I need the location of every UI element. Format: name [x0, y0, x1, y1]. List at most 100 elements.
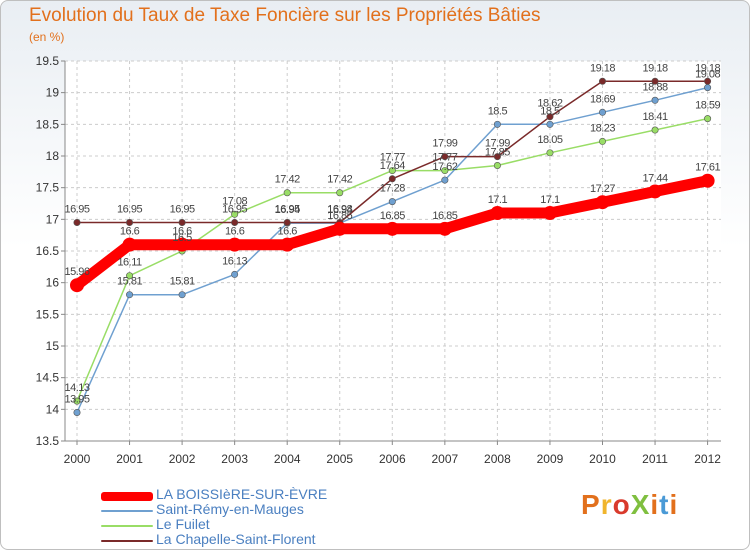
- data-point: [126, 272, 134, 280]
- data-label: 17.08: [222, 195, 247, 207]
- logo-letter: i: [669, 489, 679, 520]
- data-point: [493, 120, 501, 128]
- data-point: [388, 167, 396, 175]
- data-point: [704, 84, 712, 92]
- logo-letter: o: [612, 489, 631, 520]
- legend-swatch: [101, 540, 153, 542]
- data-label: 17.28: [380, 183, 405, 195]
- data-label: 17.1: [488, 194, 508, 206]
- data-label: 18.69: [590, 93, 615, 105]
- data-label: 16.95: [64, 204, 89, 216]
- data-label: 16.85: [432, 210, 457, 222]
- data-point: [704, 77, 712, 85]
- x-tick-label: 2009: [537, 452, 564, 466]
- logo-letter: t: [659, 489, 670, 520]
- data-label: 17.42: [327, 174, 352, 186]
- data-point: [178, 219, 186, 227]
- data-label: 16.95: [117, 204, 142, 216]
- data-point: [437, 221, 452, 236]
- x-tick-label: 2008: [484, 452, 511, 466]
- legend-swatch: [101, 491, 153, 501]
- data-point: [385, 221, 400, 236]
- data-point: [441, 153, 449, 161]
- y-tick-label: 17.5: [36, 181, 60, 195]
- data-label: 13.95: [64, 394, 89, 406]
- data-label: 17.77: [432, 152, 457, 164]
- data-point: [546, 149, 554, 157]
- data-label: 16.11: [117, 257, 142, 269]
- data-point: [122, 237, 137, 252]
- data-point: [598, 77, 606, 85]
- data-point: [598, 108, 606, 116]
- data-point: [336, 189, 344, 197]
- data-point: [388, 198, 396, 206]
- x-tick-label: 2006: [379, 452, 406, 466]
- data-label: 18.23: [590, 122, 615, 134]
- grid: [65, 60, 721, 442]
- data-point: [126, 291, 134, 299]
- x-tick-label: 2011: [642, 452, 668, 466]
- data-label: 16.85: [327, 210, 352, 222]
- data-point: [283, 219, 291, 227]
- data-point: [546, 113, 554, 121]
- data-point: [73, 408, 81, 416]
- data-point: [178, 291, 186, 299]
- data-point: [651, 126, 659, 134]
- y-tick-label: 19.5: [36, 54, 60, 68]
- y-tick-label: 16.5: [36, 244, 60, 258]
- legend-label: Le Fuilet: [156, 516, 210, 532]
- data-point: [388, 175, 396, 183]
- data-label: 15.96: [64, 266, 89, 278]
- data-label: 16.94: [327, 204, 352, 216]
- data-label: 17.1: [540, 194, 560, 206]
- data-point: [283, 189, 291, 197]
- data-label: 16.94: [275, 204, 300, 216]
- data-label: 16.6: [225, 226, 245, 238]
- data-label: 18.05: [537, 134, 562, 146]
- data-point: [70, 278, 84, 293]
- data-point: [126, 219, 134, 227]
- legend-label: Saint-Rémy-en-Mauges: [156, 501, 304, 517]
- y-tick-label: 14.5: [36, 371, 60, 385]
- data-labels: 15.96 16.6 16.6 16.6 16.6 16.85 16.85 16.85 17.1…: [64, 62, 721, 406]
- x-tick-label: 2001: [116, 452, 143, 466]
- data-label: 18.88: [643, 81, 668, 93]
- logo-letter: X: [630, 489, 651, 520]
- y-tick-label: 18: [46, 149, 60, 163]
- x-tick-label: 2004: [274, 452, 301, 466]
- data-point: [651, 96, 659, 104]
- axes: 13.5 14 14.5 15 15.5 16 16.5 17 17.5 18 18.5 19 19.5…: [36, 54, 722, 466]
- logo-letter: P: [581, 489, 601, 520]
- legend-label: LA BOISSIèRE-SUR-ÈVRE: [156, 486, 328, 502]
- legend-label: La Chapelle-Saint-Florent: [156, 531, 316, 547]
- data-point: [175, 237, 190, 252]
- data-label: 18.41: [643, 111, 668, 123]
- data-label: 16.6: [277, 226, 297, 238]
- legend-swatch: [101, 510, 153, 512]
- data-point: [231, 270, 239, 278]
- y-tick-label: 18.5: [36, 117, 60, 131]
- data-label: 17.42: [275, 174, 300, 186]
- data-label: 16.98: [327, 204, 352, 216]
- data-label: 16.95: [170, 204, 195, 216]
- data-label: 19.18: [695, 62, 720, 74]
- data-point: [227, 237, 242, 252]
- y-tick-label: 15.5: [36, 307, 60, 321]
- data-point: [73, 219, 81, 227]
- data-label: 17.77: [380, 152, 405, 164]
- data-point: [704, 115, 712, 123]
- y-tick-label: 16: [46, 276, 60, 290]
- data-label: 18.62: [537, 98, 562, 110]
- x-tick-label: 2010: [589, 452, 616, 466]
- data-point: [280, 237, 295, 252]
- data-label: 17.85: [485, 147, 510, 159]
- logo-letter: i: [650, 489, 660, 520]
- x-tick-label: 2005: [326, 452, 353, 466]
- data-point: [231, 219, 239, 227]
- x-tick-label: 2000: [64, 452, 91, 466]
- y-axis-unit-label: (en %): [29, 30, 65, 44]
- data-label: 17.44: [643, 172, 668, 184]
- data-label: 16.6: [120, 226, 140, 238]
